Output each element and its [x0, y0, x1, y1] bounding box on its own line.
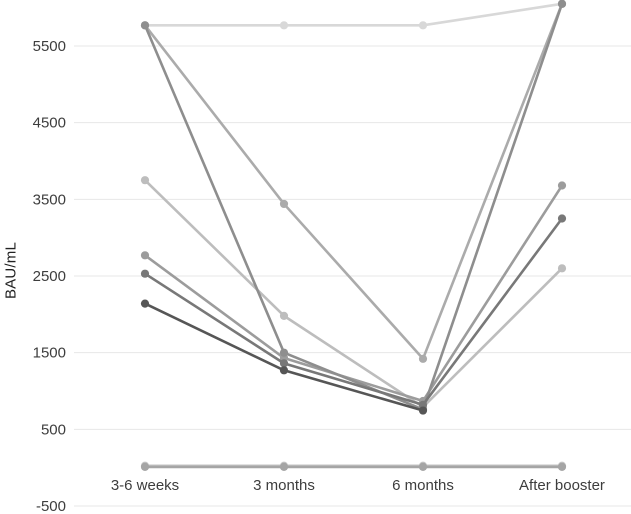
- data-point-patient-dark: [140, 299, 150, 308]
- data-point-patient-zero-b: [418, 462, 428, 471]
- data-point-patient-zero-b: [140, 462, 150, 471]
- data-point-patient-mid-b: [279, 359, 289, 368]
- x-tick-label: After booster: [519, 477, 605, 494]
- data-point-patient-zero-b: [557, 462, 567, 471]
- data-point-patient-high-slow: [279, 199, 289, 209]
- data-point-patient-zero-b: [279, 462, 289, 471]
- data-point-patient-high-steep: [557, 0, 567, 8]
- series-line-patient-flat-high: [143, 2, 564, 27]
- y-tick-label: 3500: [33, 191, 66, 208]
- series-line-patient-mid-b: [143, 217, 564, 407]
- series-line-patient-high-steep: [143, 2, 564, 411]
- y-tick-label: -500: [36, 498, 66, 514]
- x-tick-label: 3-6 weeks: [111, 477, 179, 494]
- data-point-patient-mid-a: [557, 181, 567, 190]
- data-point-patient-mid-b: [557, 214, 567, 223]
- series-line-patient-light-mid: [143, 178, 564, 409]
- x-tick-label: 6 months: [392, 477, 454, 494]
- data-point-patient-high-steep: [279, 348, 289, 357]
- data-point-patient-high-steep: [140, 21, 150, 30]
- y-tick-label: 2500: [33, 268, 66, 285]
- data-point-patient-mid-b: [418, 400, 428, 409]
- data-point-patient-mid-b: [140, 269, 150, 278]
- y-tick-label: 1500: [33, 345, 66, 362]
- series-line-patient-mid-a: [143, 184, 564, 403]
- data-point-patient-dark: [418, 406, 428, 415]
- data-point-patient-mid-a: [140, 251, 150, 260]
- y-tick-label: 4500: [33, 115, 66, 132]
- y-axis-label: BAU/mL: [2, 241, 20, 300]
- data-point-patient-light-mid: [140, 176, 150, 185]
- y-tick-label: 500: [41, 421, 66, 438]
- data-point-patient-high-slow: [418, 354, 428, 363]
- y-tick-label: 5500: [33, 38, 66, 55]
- data-point-patient-light-mid: [557, 264, 567, 273]
- x-tick-label: 3 months: [253, 477, 315, 494]
- series-line-patient-high-slow: [143, 2, 564, 361]
- data-point-patient-light-mid: [279, 311, 289, 320]
- data-point-patient-flat-high: [279, 21, 289, 30]
- data-point-patient-flat-high: [418, 21, 428, 30]
- data-point-patient-dark: [279, 366, 289, 375]
